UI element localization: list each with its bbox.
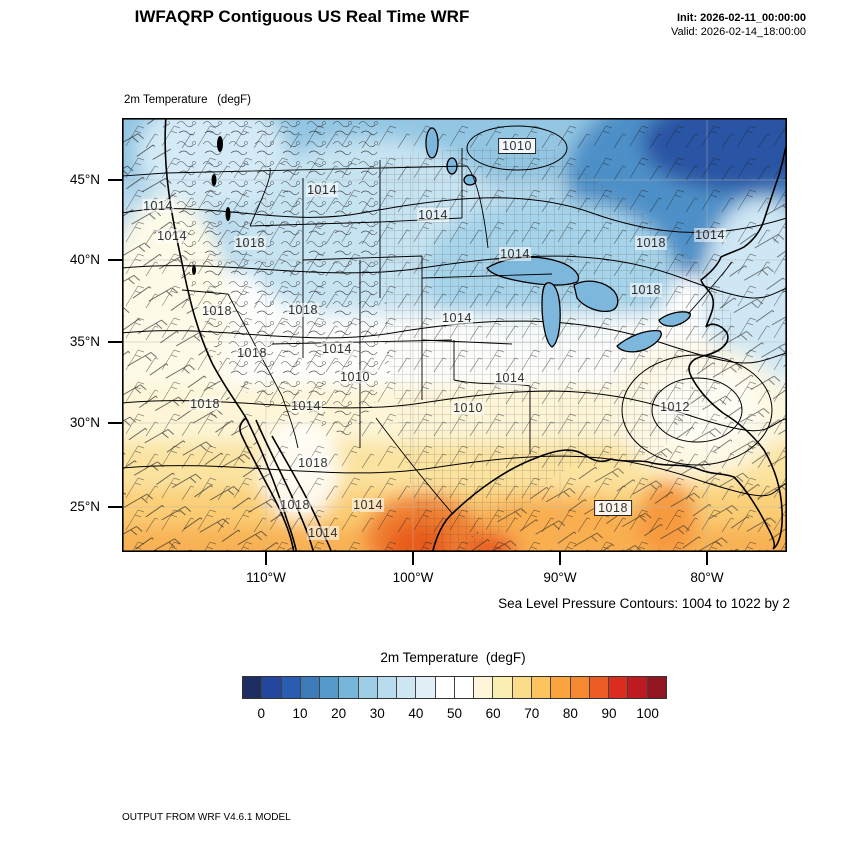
- lon-tick-label: 90°W: [543, 570, 577, 585]
- colorbar-cell: [570, 677, 590, 698]
- lon-tick-label: 100°W: [392, 570, 434, 585]
- map-graphic: [122, 118, 787, 552]
- pressure-label: 1014: [499, 247, 531, 261]
- colorbar-cell: [416, 677, 436, 698]
- pressure-label: 1014: [290, 399, 322, 413]
- pressure-label: 1014: [494, 371, 526, 385]
- colorbar-tick-label: 10: [292, 706, 308, 721]
- page-title: IWFAQRP Contiguous US Real Time WRF: [134, 7, 470, 26]
- colorbar-cell: [281, 677, 301, 698]
- lat-tick-label: 40°N: [69, 252, 100, 267]
- colorbar-tick-label: 60: [485, 706, 501, 721]
- pressure-label: 1014: [142, 199, 174, 213]
- colorbar-cell: [609, 677, 629, 698]
- lat-tick-label: 25°N: [69, 499, 100, 514]
- pressure-label: 1018: [236, 346, 268, 360]
- lon-tick-mark: [706, 552, 708, 565]
- colorbar-cell: [589, 677, 610, 698]
- field-temperature: 2m Temperature (degF): [124, 94, 251, 106]
- pressure-label: 1018: [189, 397, 221, 411]
- pressure-label: 1014: [352, 498, 384, 512]
- colorbar-cell: [397, 677, 417, 698]
- pacific-wind-barbs: [122, 118, 296, 552]
- colorbar-title: 2m Temperature (degF): [380, 650, 526, 665]
- colorbar-cell: [358, 677, 378, 698]
- state-borders: [122, 148, 733, 514]
- us-weather-map: [122, 118, 787, 552]
- pressure-label: 1018: [594, 500, 632, 516]
- lon-tick-mark: [559, 552, 561, 565]
- colorbar-cell: [262, 677, 282, 698]
- pressure-label: 1018: [635, 236, 667, 250]
- colorbar-tick-label: 90: [601, 706, 617, 721]
- colorbar-cell: [512, 677, 532, 698]
- colorbar-cell: [551, 677, 571, 698]
- pressure-label: 1014: [156, 229, 188, 243]
- colorbar-cell: [320, 677, 340, 698]
- pressure-label: 1010: [339, 370, 371, 384]
- pressure-label: 1010: [452, 401, 484, 415]
- colorbar-cell: [339, 677, 359, 698]
- pressure-label: 1014: [694, 228, 726, 242]
- colorbar-cell: [531, 677, 552, 698]
- colorbar-tick-label: 50: [446, 706, 463, 721]
- pressure-label: 1014: [441, 311, 473, 325]
- pressure-label: 1014: [321, 342, 353, 356]
- colorbar-tick-label: 70: [524, 706, 540, 721]
- great-lakes: [425, 127, 691, 353]
- pressure-label: 1018: [201, 304, 233, 318]
- lon-tick-label: 80°W: [690, 570, 724, 585]
- colorbar-cell: [300, 677, 321, 698]
- valid-time: Valid: 2026-02-14_18:00:00: [671, 25, 806, 38]
- temperature-colorbar: [242, 676, 667, 699]
- colorbar-cell: [454, 677, 475, 698]
- lon-tick-mark: [265, 552, 267, 565]
- pressure-label: 1018: [279, 498, 311, 512]
- lat-tick-label: 45°N: [69, 172, 100, 187]
- lat-tick-label: 30°N: [69, 415, 100, 430]
- colorbar-cell: [243, 677, 263, 698]
- colorbar-cell: [493, 677, 513, 698]
- colorbar-tick-label: 20: [331, 706, 347, 721]
- colorbar-cell: [628, 677, 648, 698]
- colorbar-tick-labels: 0 10 20 30 40 50 60 70 80 90 100: [242, 706, 667, 724]
- terrain-peaks: [192, 136, 231, 275]
- model-output-line: OUTPUT FROM WRF V4.6.1 MODEL: [122, 812, 291, 823]
- colorbar-tick-label: 100: [636, 706, 659, 721]
- colorbar-tick-label: 30: [369, 706, 385, 721]
- colorbar-tick-label: 40: [408, 706, 424, 721]
- pressure-label: 1018: [234, 236, 266, 250]
- pressure-label: 1018: [287, 303, 319, 317]
- lat-tick-mark: [108, 506, 122, 508]
- lat-tick-label: 35°N: [69, 334, 100, 349]
- colorbar-cell: [474, 677, 494, 698]
- pressure-label: 1014: [306, 183, 338, 197]
- model-footer: OUTPUT FROM WRF V4.6.1 MODEL WE = 580 ; …: [122, 785, 515, 850]
- lat-tick-mark: [108, 259, 122, 261]
- pressure-label: 1018: [297, 456, 329, 470]
- lat-tick-mark: [108, 179, 122, 181]
- lon-tick-mark: [412, 552, 414, 565]
- pressure-contour-caption: Sea Level Pressure Contours: 1004 to 102…: [498, 596, 790, 611]
- colorbar-cell: [377, 677, 398, 698]
- lat-tick-mark: [108, 422, 122, 424]
- lat-tick-mark: [108, 341, 122, 343]
- pressure-label: 1018: [630, 283, 662, 297]
- pressure-label: 1014: [417, 208, 449, 222]
- colorbar-cell: [647, 677, 666, 698]
- map-frame-border: [122, 118, 787, 552]
- colorbar-tick-label: 0: [257, 706, 266, 721]
- lon-tick-label: 110°W: [246, 570, 286, 585]
- colorbar-tick-label: 80: [562, 706, 578, 721]
- atlantic-gulf-wind-barbs: [452, 173, 787, 552]
- init-time: Init: 2026-02-11_00:00:00: [676, 12, 806, 24]
- colorbar-cell: [435, 677, 455, 698]
- pressure-label: 1014: [307, 526, 339, 540]
- run-time-block: Init: 2026-02-11_00:00:00 Valid: 2026-02…: [671, 12, 806, 39]
- pressure-label: 1012: [659, 400, 691, 414]
- coastlines: [164, 118, 787, 552]
- pressure-label: 1010: [498, 138, 536, 154]
